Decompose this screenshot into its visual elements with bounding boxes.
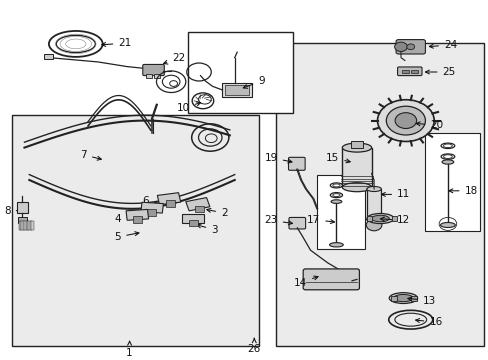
Text: 1: 1	[126, 341, 133, 358]
Ellipse shape	[440, 222, 454, 228]
Circle shape	[366, 219, 381, 231]
FancyBboxPatch shape	[395, 40, 425, 54]
Bar	[224, 85, 249, 95]
Bar	[188, 32, 293, 113]
Bar	[410, 70, 417, 73]
Text: 15: 15	[325, 153, 349, 163]
Ellipse shape	[342, 183, 371, 192]
Polygon shape	[141, 202, 163, 213]
Bar	[17, 202, 28, 213]
Bar	[425, 133, 479, 231]
Text: 20: 20	[415, 120, 443, 130]
Bar	[28, 221, 31, 230]
Bar	[410, 296, 416, 301]
Polygon shape	[185, 198, 209, 211]
Circle shape	[377, 100, 433, 141]
Bar	[20, 221, 22, 230]
Ellipse shape	[342, 143, 371, 152]
Bar	[366, 216, 371, 221]
Bar	[44, 54, 53, 59]
Bar	[342, 148, 371, 187]
Text: 9: 9	[243, 76, 264, 88]
Text: 17: 17	[306, 215, 334, 225]
Ellipse shape	[366, 213, 393, 224]
Text: 12: 12	[380, 215, 409, 225]
Text: 25: 25	[425, 67, 455, 77]
Circle shape	[394, 113, 416, 129]
Text: 6: 6	[142, 196, 163, 206]
Bar	[31, 221, 34, 230]
Bar	[165, 200, 174, 207]
Bar	[21, 221, 24, 230]
Text: 22: 22	[163, 53, 185, 64]
Bar	[23, 221, 25, 230]
Bar	[390, 296, 396, 301]
Bar	[316, 175, 364, 249]
Polygon shape	[157, 193, 181, 205]
Text: 14: 14	[293, 276, 317, 288]
Text: 2: 2	[206, 208, 227, 218]
Text: 16: 16	[415, 317, 442, 327]
Text: 10: 10	[176, 102, 200, 113]
FancyBboxPatch shape	[303, 269, 359, 290]
Bar	[24, 221, 26, 230]
Text: 23: 23	[264, 215, 292, 225]
FancyBboxPatch shape	[288, 157, 305, 170]
Text: 7: 7	[80, 150, 101, 160]
Text: 5: 5	[114, 232, 139, 242]
Text: 18: 18	[448, 186, 477, 196]
Bar	[222, 83, 251, 97]
FancyBboxPatch shape	[145, 74, 151, 78]
Bar	[276, 43, 483, 346]
Circle shape	[406, 44, 414, 50]
Text: 3: 3	[197, 224, 218, 235]
Ellipse shape	[329, 243, 343, 247]
Ellipse shape	[388, 293, 417, 303]
FancyBboxPatch shape	[142, 64, 164, 76]
Ellipse shape	[371, 215, 388, 222]
Bar	[147, 209, 156, 216]
Circle shape	[394, 42, 407, 51]
Bar	[366, 189, 381, 220]
FancyBboxPatch shape	[154, 74, 160, 78]
Ellipse shape	[366, 217, 381, 222]
Text: 24: 24	[428, 40, 456, 50]
Polygon shape	[126, 210, 148, 220]
Bar	[188, 220, 197, 226]
Bar	[350, 141, 362, 148]
Bar	[391, 216, 396, 221]
FancyBboxPatch shape	[397, 67, 421, 76]
Text: 21: 21	[102, 38, 131, 48]
Bar	[19, 221, 21, 230]
Text: 26: 26	[247, 338, 261, 354]
Ellipse shape	[393, 294, 412, 302]
Bar	[133, 216, 142, 223]
Bar	[27, 221, 29, 230]
Bar	[18, 217, 27, 223]
FancyBboxPatch shape	[288, 217, 305, 229]
Bar	[195, 206, 203, 212]
Text: 4: 4	[114, 214, 135, 224]
Polygon shape	[182, 214, 203, 223]
Text: 11: 11	[381, 189, 409, 199]
Circle shape	[386, 106, 425, 135]
Text: 13: 13	[407, 296, 435, 306]
Bar	[30, 221, 32, 230]
Ellipse shape	[330, 200, 341, 203]
Bar	[25, 221, 28, 230]
Ellipse shape	[366, 186, 381, 192]
Bar	[12, 115, 259, 346]
Text: 19: 19	[264, 153, 291, 163]
Ellipse shape	[441, 160, 453, 164]
Text: 8: 8	[4, 206, 28, 216]
Bar	[401, 70, 408, 73]
